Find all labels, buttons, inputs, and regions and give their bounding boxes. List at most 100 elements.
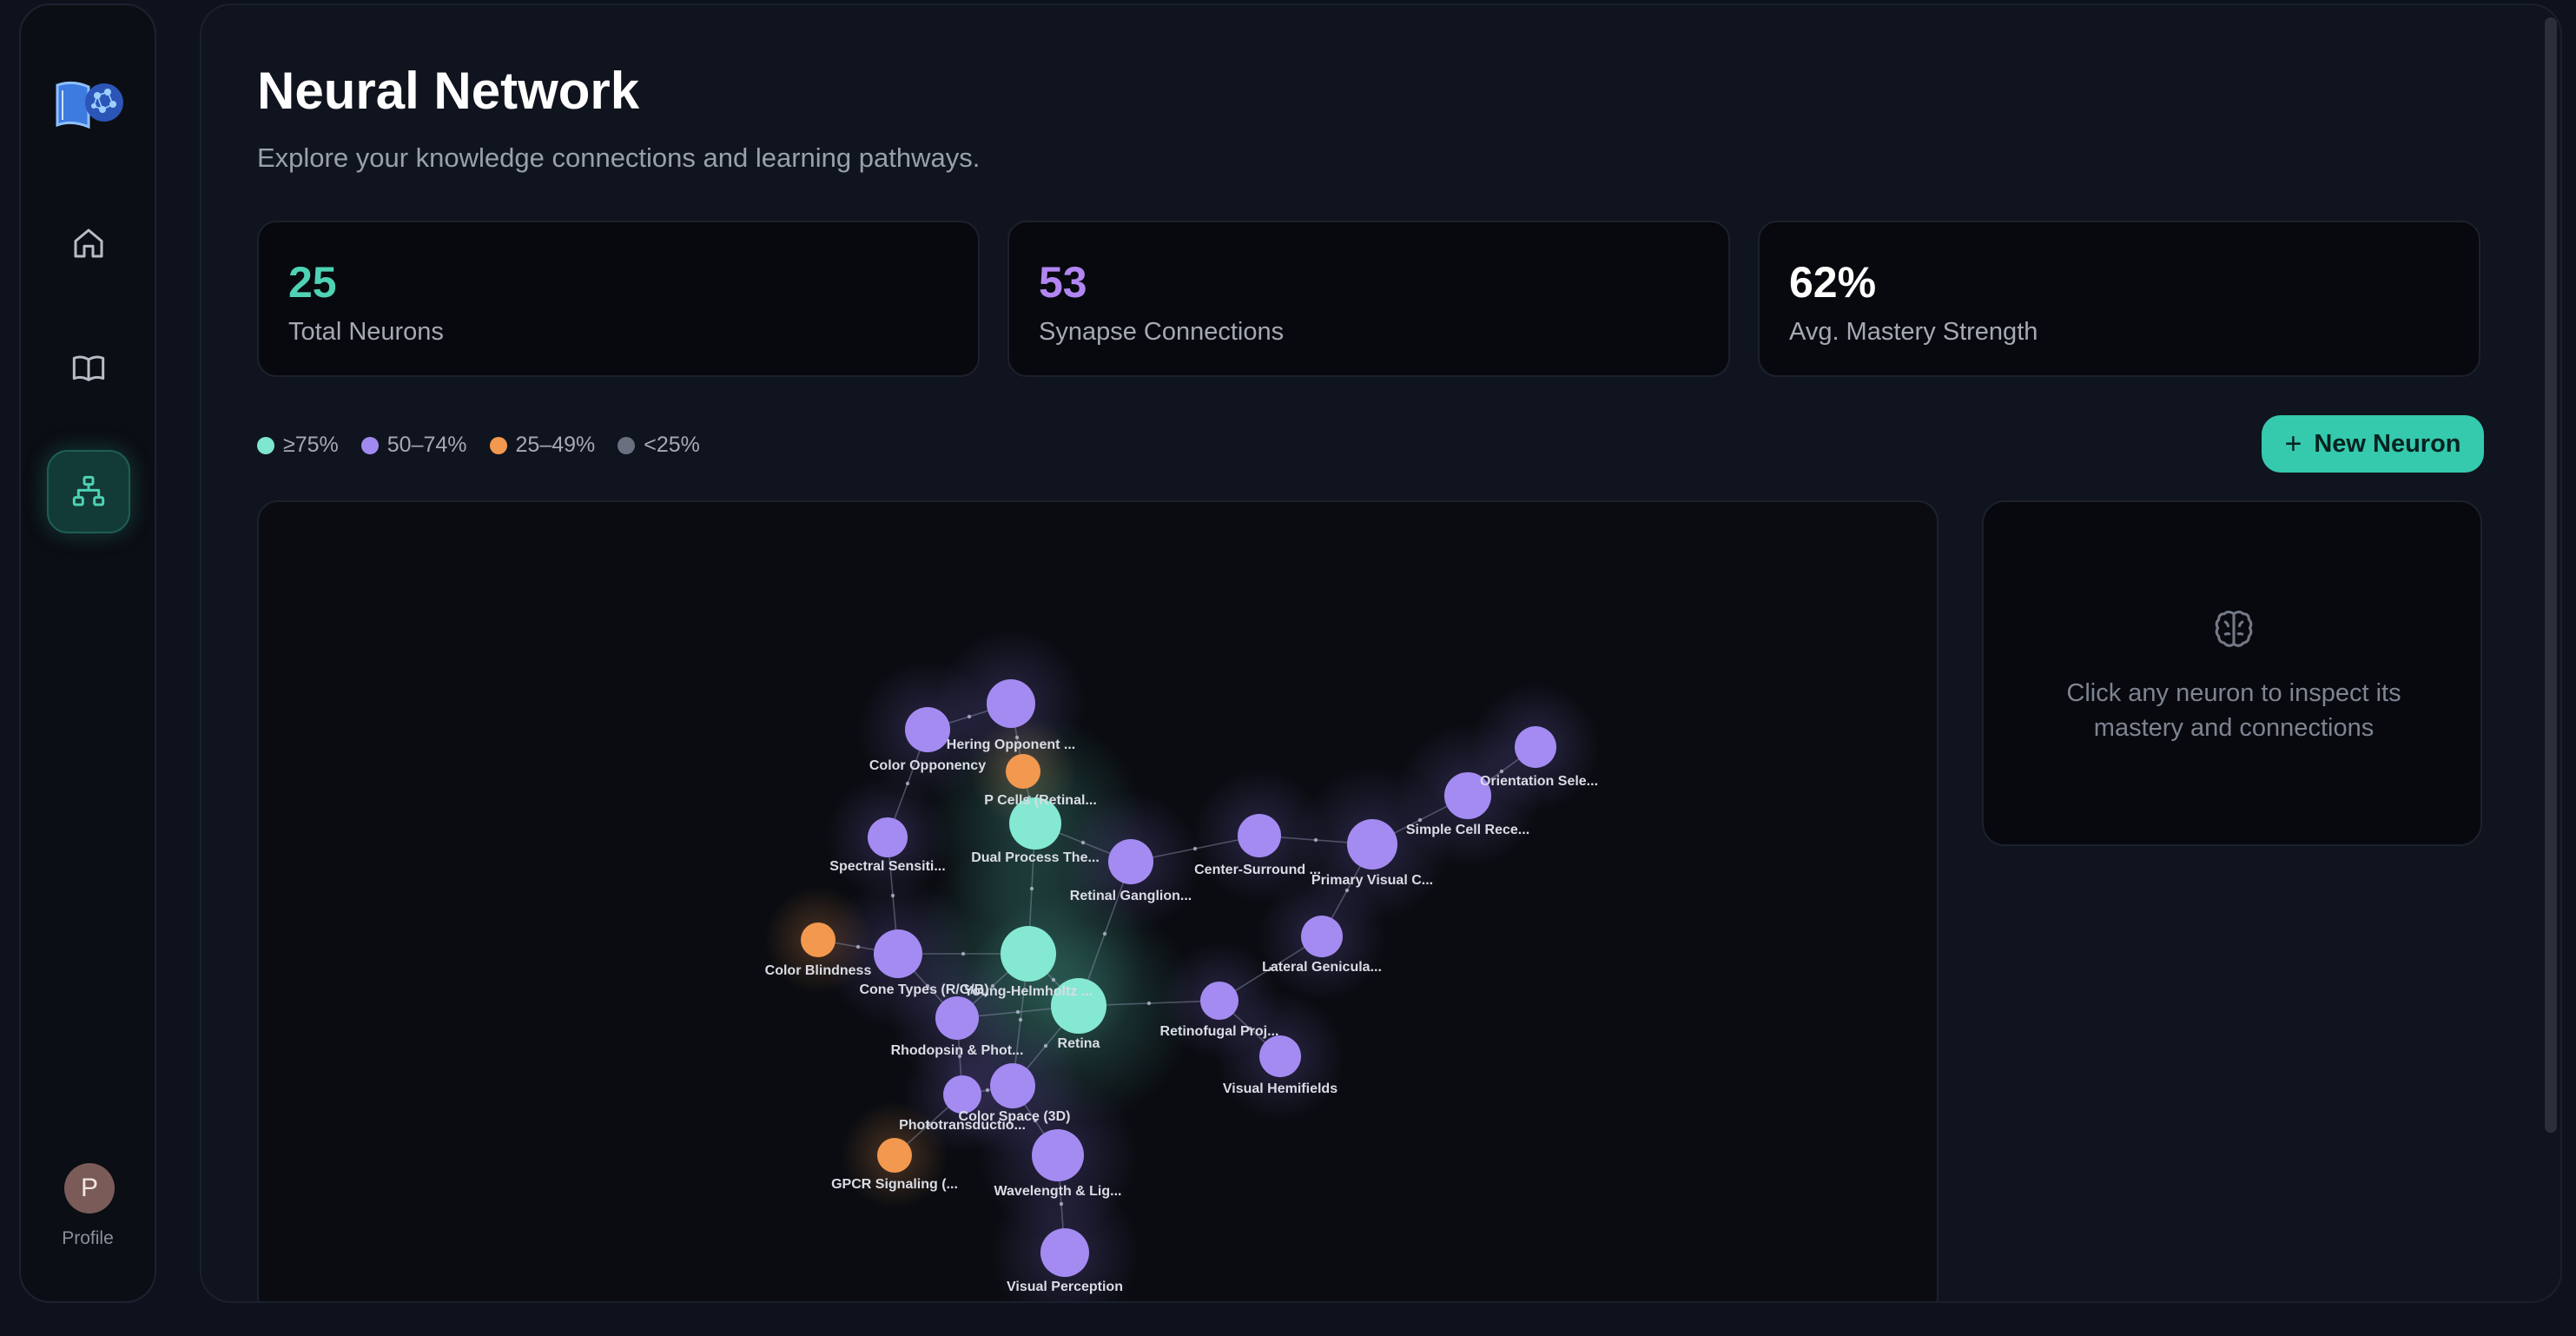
legend-dot [257, 436, 274, 454]
nav-home[interactable] [47, 202, 130, 285]
neuron-node-retina[interactable] [1051, 978, 1106, 1034]
scrollbar[interactable] [2545, 17, 2557, 1133]
neuron-label: Dual Process The... [971, 850, 1100, 865]
stat-label: Avg. Mastery Strength [1789, 318, 2038, 346]
neuron-label: Wavelength & Lig... [994, 1184, 1122, 1199]
neuron-label: Spectral Sensiti... [829, 859, 945, 874]
neuron-graph-canvas[interactable]: Hering Opponent ... Color Opponency P Cell… [257, 500, 1939, 1303]
synapse-pulse [967, 714, 972, 719]
avatar[interactable]: P [64, 1163, 115, 1214]
synapse-pulse [1417, 817, 1423, 823]
home-icon [74, 228, 103, 258]
neuron-node-cones[interactable] [874, 929, 922, 978]
synapse-pulse [926, 1122, 931, 1128]
stat-card-total-neurons: 25 Total Neurons [257, 221, 980, 377]
nav-library[interactable] [47, 327, 130, 410]
stat-label: Synapse Connections [1039, 318, 1285, 346]
neuron-node-wavelength[interactable] [1032, 1129, 1084, 1181]
inspector-hint: Click any neuron to inspect its mastery … [2066, 679, 2401, 742]
main-panel: Neural Network Explore your knowledge co… [200, 3, 2562, 1303]
neuron-node-blindness[interactable] [801, 923, 836, 957]
neuron-label: Phototransductio... [899, 1118, 1026, 1133]
neuron-node-p-cells[interactable] [1006, 754, 1040, 789]
neuron-node-color-opp[interactable] [905, 707, 950, 752]
network-icon [72, 475, 105, 506]
synapse-pulse [985, 1088, 990, 1093]
neuron-node-simple-cell[interactable] [1444, 772, 1491, 819]
synapse-pulse [1268, 966, 1273, 971]
synapse-pulse [957, 1054, 962, 1059]
synapse-pulse [1033, 1118, 1038, 1123]
neuron-label: Retinofugal Proj... [1160, 1024, 1279, 1039]
neuron-label: Lateral Genicula... [1262, 960, 1382, 975]
stat-card-avg-mastery: 62% Avg. Mastery Strength [1758, 221, 2480, 377]
stat-value: 53 [1039, 258, 1087, 307]
synapse-pulse [855, 944, 861, 949]
synapse-pulse [905, 781, 910, 786]
neuron-label: Hering Opponent ... [947, 737, 1075, 752]
book-brain-logo-icon[interactable] [54, 73, 127, 134]
neuron-node-dual[interactable] [1009, 797, 1061, 850]
synapse-pulse [961, 951, 966, 956]
stat-value: 62% [1789, 258, 1877, 307]
synapse-pulse [1313, 837, 1318, 843]
new-neuron-button[interactable]: + New Neuron [2262, 415, 2484, 473]
neuron-label: Center-Surround ... [1194, 863, 1321, 877]
brain-icon [2215, 610, 2253, 647]
synapse-pulse [890, 893, 895, 898]
synapse-pulse [1043, 1043, 1048, 1048]
legend-item: 25–49% [489, 433, 595, 458]
neuron-inspector-panel: Click any neuron to inspect its mastery … [1982, 500, 2482, 846]
neuron-node-lgn[interactable] [1301, 916, 1343, 957]
synapse-pulse [1192, 846, 1198, 851]
nav-network[interactable] [47, 450, 130, 533]
neuron-label: Orientation Sele... [1480, 774, 1598, 789]
legend-item: ≥75% [257, 433, 339, 458]
neuron-label: Primary Visual C... [1311, 873, 1433, 888]
book-open-icon [72, 355, 105, 381]
synapse-pulse [925, 983, 930, 989]
neuron-node-phototrans[interactable] [943, 1075, 981, 1114]
neuron-node-center-surround[interactable] [1238, 814, 1281, 857]
neuron-label: Rhodopsin & Phot... [891, 1043, 1024, 1058]
legend-dot [360, 436, 379, 454]
synapse-pulse [1015, 1009, 1020, 1015]
neuron-node-rhodopsin[interactable] [935, 996, 979, 1040]
neuron-node-spectral[interactable] [868, 817, 908, 857]
synapse-pulse [1014, 735, 1020, 740]
neuron-node-gpcr[interactable] [877, 1138, 912, 1173]
neuron-node-young[interactable] [1001, 926, 1056, 982]
neuron-node-color-space[interactable] [990, 1063, 1035, 1108]
neuron-node-hemifields[interactable] [1259, 1035, 1301, 1077]
neuron-label: Visual Perception [1007, 1280, 1123, 1294]
neuron-label: Cone Types (R/G/B) [859, 982, 988, 997]
synapse-pulse [1018, 1017, 1023, 1022]
neuron-label: Visual Hemifields [1223, 1081, 1338, 1096]
page-subtitle: Explore your knowledge connections and l… [257, 142, 981, 173]
neuron-node-orientation[interactable] [1515, 726, 1556, 768]
page-title: Neural Network [257, 62, 640, 120]
neuron-label: Retina [1058, 1036, 1100, 1051]
legend-dot [618, 436, 636, 454]
synapse-pulse [1029, 886, 1034, 891]
legend-item: 50–74% [360, 433, 467, 458]
synapse-pulse [990, 983, 995, 989]
neuron-node-ganglion[interactable] [1108, 839, 1153, 884]
neuron-label: GPCR Signaling (... [831, 1177, 958, 1192]
neuron-node-visual-perception[interactable] [1040, 1228, 1089, 1277]
neuron-label: Young-Helmholtz ... [964, 984, 1093, 999]
legend-item: <25% [618, 433, 700, 458]
neuron-graph-svg[interactable]: Hering Opponent ... Color Opponency P Cell… [259, 502, 1939, 1303]
stat-label: Total Neurons [288, 318, 444, 346]
neuron-label: Simple Cell Rece... [1406, 823, 1529, 837]
neuron-node-primary-visual[interactable] [1347, 819, 1397, 870]
synapse-pulse [1146, 1001, 1152, 1006]
plus-icon: + [2284, 427, 2302, 460]
sidebar: P Profile [19, 3, 156, 1303]
synapse-pulse [1344, 888, 1350, 893]
neuron-node-retinofugal[interactable] [1200, 982, 1238, 1020]
stat-value: 25 [288, 258, 337, 307]
neuron-node-hering[interactable] [987, 679, 1035, 728]
synapse-pulse [1051, 977, 1056, 982]
profile-label[interactable]: Profile [62, 1228, 114, 1248]
